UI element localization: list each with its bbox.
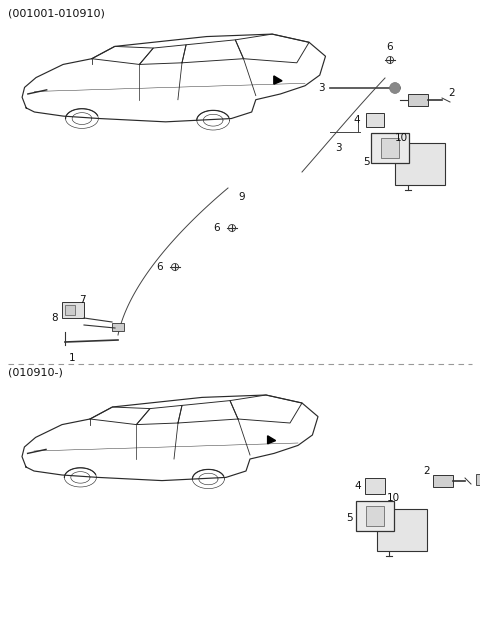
Text: 6: 6 [387,42,393,52]
Text: (010910-): (010910-) [8,368,63,378]
Text: 2: 2 [423,466,430,476]
Text: 1: 1 [69,353,75,363]
Text: 6: 6 [156,262,163,272]
Bar [371,133,409,163]
Polygon shape [268,436,276,444]
Text: 4: 4 [354,481,361,491]
Text: 4: 4 [353,115,360,125]
Bar [382,138,398,158]
Bar [366,113,384,127]
Bar [365,478,385,494]
Text: 9: 9 [239,192,245,202]
Bar [377,509,427,551]
Text: 3: 3 [318,83,325,93]
Text: 10: 10 [387,493,400,503]
Text: 7: 7 [79,295,85,305]
Text: 10: 10 [395,133,408,143]
Bar [65,305,75,315]
Text: (001001-010910): (001001-010910) [8,8,105,18]
Text: 5: 5 [347,513,353,523]
Polygon shape [390,83,400,93]
Text: 11: 11 [479,467,480,477]
Bar [366,506,384,526]
Polygon shape [274,76,282,84]
Bar [433,475,453,487]
Bar [408,94,428,106]
Text: 6: 6 [214,223,220,233]
Bar [62,302,84,318]
Bar [395,143,445,185]
Text: 3: 3 [336,143,342,153]
Text: 5: 5 [363,157,370,167]
Bar [356,501,394,531]
Text: 2: 2 [448,88,455,98]
Bar [476,473,480,485]
Text: 8: 8 [51,313,58,323]
Bar [112,323,124,331]
